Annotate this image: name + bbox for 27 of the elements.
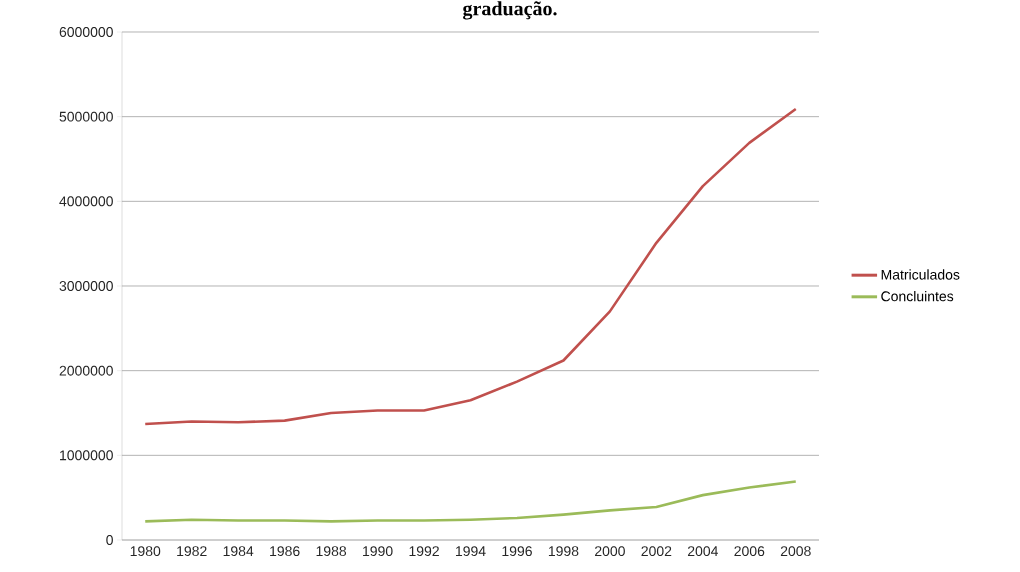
- legend-label: Concluintes: [881, 290, 954, 302]
- x-tick-label: 1996: [502, 546, 532, 557]
- line-series: [143, 107, 798, 426]
- y-tick-label: 1000000: [60, 450, 113, 461]
- y-tick-label: 6000000: [59, 27, 113, 37]
- x-tick-label: 2006: [734, 546, 765, 557]
- x-tick-label: 1998: [548, 546, 579, 557]
- line-series: [143, 480, 798, 523]
- x-tick-label: 1986: [270, 546, 300, 557]
- x-tick-label: 1992: [409, 546, 439, 557]
- x-tick-label: 1984: [223, 546, 254, 557]
- x-tick-label: 2008: [780, 546, 811, 557]
- chart-title: graduação.: [463, 1, 557, 20]
- x-tick-label: 1994: [455, 546, 486, 557]
- y-tick-label: 0: [106, 535, 113, 545]
- x-tick-label: 1982: [177, 546, 207, 557]
- x-tick-label: 1980: [130, 546, 161, 557]
- y-tick-label: 4000000: [59, 196, 113, 207]
- legend-label: Matriculados: [881, 269, 960, 280]
- x-tick-label: 1988: [316, 546, 347, 557]
- x-tick-label: 2002: [641, 546, 672, 557]
- x-tick-label: 1990: [363, 546, 393, 557]
- x-tick-label: 2000: [595, 546, 625, 557]
- y-tick-label: 3000000: [59, 281, 113, 291]
- x-tick-label: 2004: [687, 546, 718, 557]
- y-tick-label: 5000000: [59, 111, 113, 122]
- y-tick-label: 2000000: [59, 365, 113, 376]
